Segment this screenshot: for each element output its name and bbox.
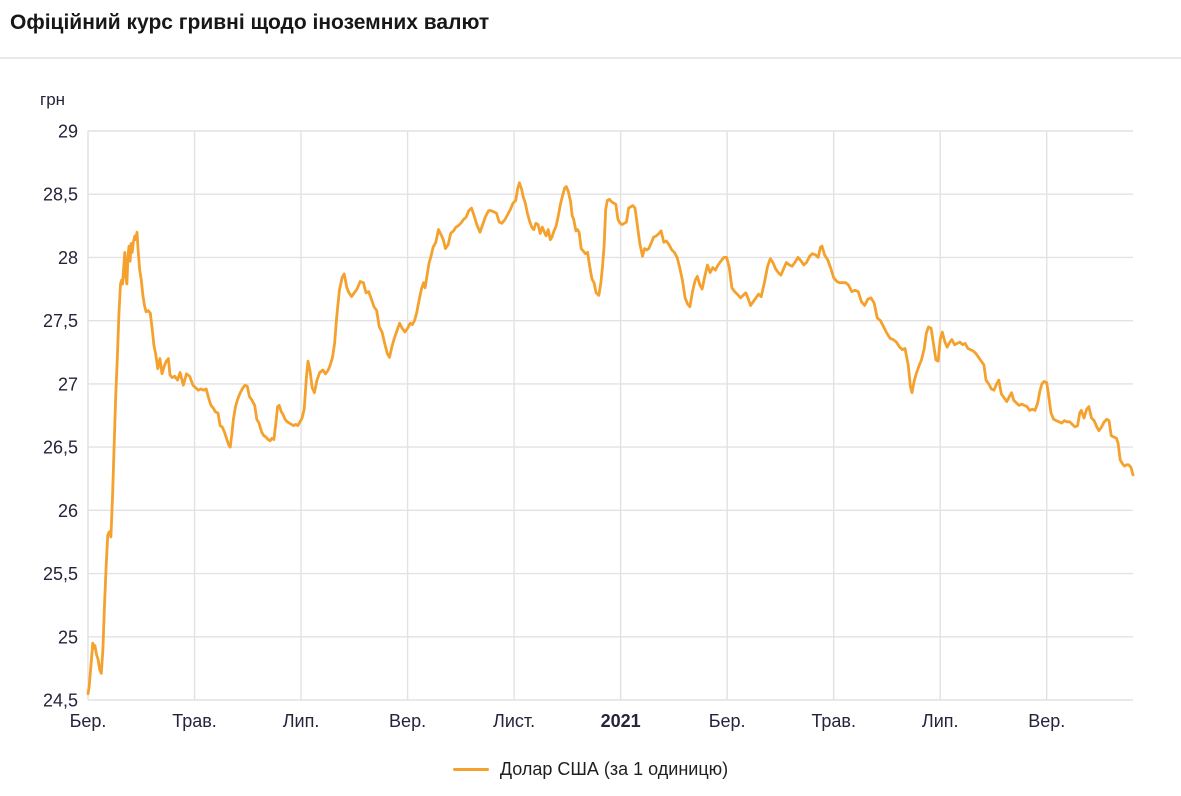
page-title: Офіційний курс гривні щодо іноземних вал… [10,11,490,34]
y-axis-unit-label: грн [40,90,66,109]
y-axis-tick-label: 27,5 [43,311,78,331]
x-axis-tick-label: 2021 [601,711,641,731]
x-axis-tick-label: Трав. [172,711,217,731]
y-axis-tick-label: 24,5 [43,691,78,711]
x-axis-tick-label: Трав. [811,711,856,731]
y-axis-tick-label: 26 [58,501,78,521]
y-axis-tick-label: 25 [58,627,78,647]
usd-rate-line[interactable] [86,181,1135,696]
legend-label: Долар США (за 1 одиницю) [499,759,729,779]
x-axis-tick-label: Вер. [1028,711,1065,731]
y-axis-tick-label: 28,5 [43,185,78,205]
y-axis-tick-label: 25,5 [43,564,78,584]
x-axis-tick-label: Бер. [70,711,107,731]
x-axis-tick-label: Вер. [389,711,426,731]
legend-item-usd[interactable]: Долар США (за 1 одиницю) [452,759,729,780]
chart-header: Офіційний курс гривні щодо іноземних вал… [0,0,1181,59]
chart-legend: Долар США (за 1 одиницю) [0,759,1181,780]
y-axis-tick-label: 27 [58,374,78,394]
y-axis-tick-label: 29 [58,122,78,142]
y-axis-tick-label: 26,5 [43,438,78,458]
x-axis-tick-label: Лип. [922,711,959,731]
x-axis-tick-label: Лист. [493,711,535,731]
x-axis-tick-label: Лип. [283,711,320,731]
legend-line-swatch [452,768,489,771]
x-axis-tick-label: Бер. [709,711,746,731]
y-axis-tick-label: 28 [58,248,78,268]
